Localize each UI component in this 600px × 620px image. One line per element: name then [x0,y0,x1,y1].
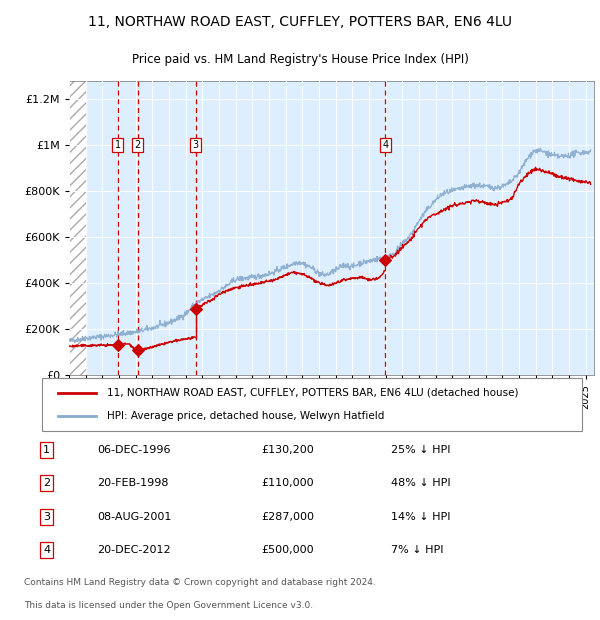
Point [113,340,122,350]
Text: 08-AUG-2001: 08-AUG-2001 [97,512,172,521]
FancyBboxPatch shape [42,378,582,431]
Text: This data is licensed under the Open Government Licence v3.0.: This data is licensed under the Open Gov… [24,601,313,610]
Text: Contains HM Land Registry data © Crown copyright and database right 2024.: Contains HM Land Registry data © Crown c… [24,577,376,587]
Bar [69,81,86,375]
Text: £130,200: £130,200 [261,445,314,455]
Text: 4: 4 [43,545,50,555]
Text: 25% ↓ HPI: 25% ↓ HPI [391,445,450,455]
Text: 20-FEB-1998: 20-FEB-1998 [97,478,169,489]
Text: 1: 1 [43,445,50,455]
Point [133,345,143,355]
Text: 3: 3 [43,512,50,521]
Text: HPI: Average price, detached house, Welwyn Hatfield: HPI: Average price, detached house, Welw… [107,411,384,421]
Text: £287,000: £287,000 [261,512,314,521]
Text: 48% ↓ HPI: 48% ↓ HPI [391,478,450,489]
Text: 1: 1 [115,140,121,150]
Text: £110,000: £110,000 [261,478,314,489]
Text: 7% ↓ HPI: 7% ↓ HPI [391,545,443,555]
Text: 2: 2 [135,140,141,150]
Text: 4: 4 [382,140,388,150]
Text: 14% ↓ HPI: 14% ↓ HPI [391,512,450,521]
Point [380,255,390,265]
Text: 3: 3 [193,140,199,150]
Text: £500,000: £500,000 [261,545,314,555]
Text: 11, NORTHAW ROAD EAST, CUFFLEY, POTTERS BAR, EN6 4LU: 11, NORTHAW ROAD EAST, CUFFLEY, POTTERS … [88,15,512,29]
Text: 2: 2 [43,478,50,489]
Text: Price paid vs. HM Land Registry's House Price Index (HPI): Price paid vs. HM Land Registry's House … [131,53,469,66]
Text: 06-DEC-1996: 06-DEC-1996 [97,445,171,455]
Text: 20-DEC-2012: 20-DEC-2012 [97,545,171,555]
Point [191,304,200,314]
Text: 11, NORTHAW ROAD EAST, CUFFLEY, POTTERS BAR, EN6 4LU (detached house): 11, NORTHAW ROAD EAST, CUFFLEY, POTTERS … [107,388,518,398]
